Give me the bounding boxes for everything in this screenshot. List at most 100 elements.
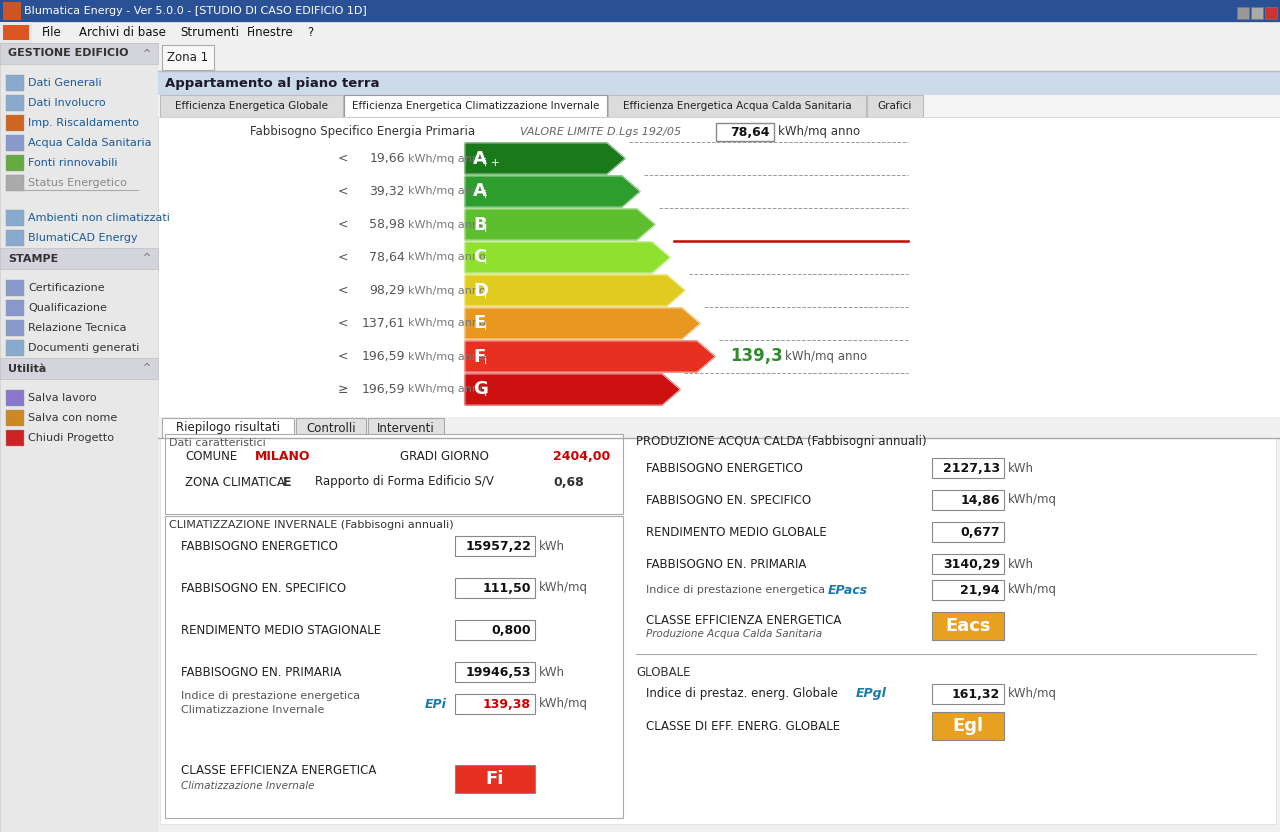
Text: kWh/mq anno: kWh/mq anno bbox=[408, 384, 485, 394]
Text: Indice di prestazione energetica: Indice di prestazione energetica bbox=[646, 585, 826, 595]
Text: Finestre: Finestre bbox=[246, 26, 293, 39]
Text: 139,3: 139,3 bbox=[730, 348, 783, 365]
Text: 15957,22: 15957,22 bbox=[465, 539, 531, 552]
Text: 78,64: 78,64 bbox=[369, 251, 404, 264]
Polygon shape bbox=[465, 374, 680, 405]
Text: Fonti rinnovabili: Fonti rinnovabili bbox=[28, 158, 118, 168]
Text: FABBISOGNO EN. SPECIFICO: FABBISOGNO EN. SPECIFICO bbox=[646, 493, 812, 507]
Text: kWh/mq anno: kWh/mq anno bbox=[785, 350, 867, 363]
Text: Riepilogo risultati: Riepilogo risultati bbox=[175, 422, 280, 434]
Text: kWh/mq anno: kWh/mq anno bbox=[408, 220, 485, 230]
Bar bbox=[932, 490, 1004, 510]
Text: 14,86: 14,86 bbox=[960, 493, 1000, 507]
Text: i: i bbox=[484, 323, 488, 333]
Bar bbox=[6, 410, 24, 426]
Text: Rapporto di Forma Edificio S/V: Rapporto di Forma Edificio S/V bbox=[315, 476, 494, 488]
Bar bbox=[157, 117, 1280, 417]
Bar bbox=[6, 95, 24, 111]
Text: Dati Involucro: Dati Involucro bbox=[28, 98, 106, 108]
Text: RENDIMENTO MEDIO GLOBALE: RENDIMENTO MEDIO GLOBALE bbox=[646, 526, 827, 538]
Text: 196,59: 196,59 bbox=[361, 383, 404, 396]
Text: ≥: ≥ bbox=[338, 383, 348, 396]
Text: GLOBALE: GLOBALE bbox=[636, 666, 690, 679]
Text: Relazione Tecnica: Relazione Tecnica bbox=[28, 323, 127, 333]
Bar bbox=[932, 522, 1004, 542]
Text: FABBISOGNO EN. SPECIFICO: FABBISOGNO EN. SPECIFICO bbox=[180, 582, 346, 595]
Text: Indice di prestazione energetica: Indice di prestazione energetica bbox=[180, 691, 360, 701]
Text: 0,677: 0,677 bbox=[960, 526, 1000, 538]
Bar bbox=[157, 43, 1280, 832]
Text: Climatizzazione Invernale: Climatizzazione Invernale bbox=[180, 781, 315, 791]
Text: kWh: kWh bbox=[539, 539, 564, 552]
Text: EPacs: EPacs bbox=[828, 583, 868, 597]
Text: A: A bbox=[474, 150, 486, 167]
Text: Archivi di base: Archivi di base bbox=[79, 26, 166, 39]
Text: <: < bbox=[338, 251, 348, 264]
Bar bbox=[867, 95, 923, 117]
Text: CLASSE EFFICIENZA ENERGETICA: CLASSE EFFICIENZA ENERGETICA bbox=[646, 613, 841, 626]
Bar bbox=[6, 430, 24, 446]
Text: Eacs: Eacs bbox=[945, 617, 991, 635]
Text: Status Energetico: Status Energetico bbox=[28, 178, 127, 188]
Text: kWh/mq anno: kWh/mq anno bbox=[408, 319, 485, 329]
Text: 2127,13: 2127,13 bbox=[943, 462, 1000, 474]
Bar bbox=[454, 694, 535, 714]
Text: 19946,53: 19946,53 bbox=[466, 666, 531, 679]
Polygon shape bbox=[465, 275, 685, 306]
Text: 78,64: 78,64 bbox=[731, 126, 771, 138]
Text: FABBISOGNO EN. PRIMARIA: FABBISOGNO EN. PRIMARIA bbox=[180, 666, 342, 679]
Bar bbox=[608, 95, 867, 117]
Text: Chiudi Progetto: Chiudi Progetto bbox=[28, 433, 114, 443]
Bar bbox=[6, 390, 24, 406]
Text: 139,38: 139,38 bbox=[483, 697, 531, 711]
Text: F: F bbox=[474, 348, 485, 365]
Bar bbox=[160, 95, 343, 117]
Bar bbox=[160, 438, 1276, 824]
Bar bbox=[6, 135, 24, 151]
Text: C: C bbox=[474, 249, 486, 266]
Text: <: < bbox=[338, 218, 348, 231]
Bar bbox=[165, 434, 623, 514]
Bar bbox=[1251, 7, 1263, 19]
Bar bbox=[6, 280, 24, 296]
Text: kWh/mq anno: kWh/mq anno bbox=[408, 186, 485, 196]
Text: 111,50: 111,50 bbox=[483, 582, 531, 595]
Text: kWh: kWh bbox=[1009, 557, 1034, 571]
Text: <: < bbox=[338, 152, 348, 165]
Text: 39,32: 39,32 bbox=[370, 185, 404, 198]
Bar bbox=[932, 554, 1004, 574]
Text: COMUNE: COMUNE bbox=[186, 449, 237, 463]
Bar bbox=[163, 418, 294, 438]
Text: i: i bbox=[484, 191, 488, 201]
Text: Zona 1: Zona 1 bbox=[166, 51, 209, 64]
Text: kWh/mq: kWh/mq bbox=[539, 697, 588, 711]
Text: BlumatiCAD Energy: BlumatiCAD Energy bbox=[28, 233, 138, 243]
Bar bbox=[454, 578, 535, 598]
Text: ^: ^ bbox=[143, 48, 151, 58]
Bar bbox=[157, 417, 1280, 832]
Bar bbox=[367, 418, 444, 438]
Bar bbox=[454, 765, 535, 793]
Bar bbox=[296, 418, 366, 438]
Bar bbox=[0, 43, 157, 64]
Text: Dati Generali: Dati Generali bbox=[28, 78, 101, 88]
Bar bbox=[6, 175, 24, 191]
Bar bbox=[0, 248, 157, 269]
Polygon shape bbox=[465, 209, 655, 240]
Text: i: i bbox=[484, 224, 488, 234]
Text: i: i bbox=[484, 389, 488, 399]
Text: i: i bbox=[484, 290, 488, 300]
Text: 19,66: 19,66 bbox=[370, 152, 404, 165]
Bar bbox=[1265, 7, 1277, 19]
Text: Efficienza Energetica Climatizzazione Invernale: Efficienza Energetica Climatizzazione In… bbox=[352, 101, 599, 111]
Bar bbox=[344, 95, 607, 117]
Text: CLIMATIZZAZIONE INVERNALE (Fabbisogni annuali): CLIMATIZZAZIONE INVERNALE (Fabbisogni an… bbox=[169, 520, 453, 530]
Bar bbox=[932, 458, 1004, 478]
Text: FABBISOGNO EN. PRIMARIA: FABBISOGNO EN. PRIMARIA bbox=[646, 557, 806, 571]
Bar bbox=[6, 75, 24, 91]
Text: 21,94: 21,94 bbox=[960, 583, 1000, 597]
Text: Climatizzazione Invernale: Climatizzazione Invernale bbox=[180, 705, 324, 715]
Text: File: File bbox=[42, 26, 61, 39]
Bar bbox=[163, 45, 214, 70]
Text: D: D bbox=[474, 281, 488, 300]
